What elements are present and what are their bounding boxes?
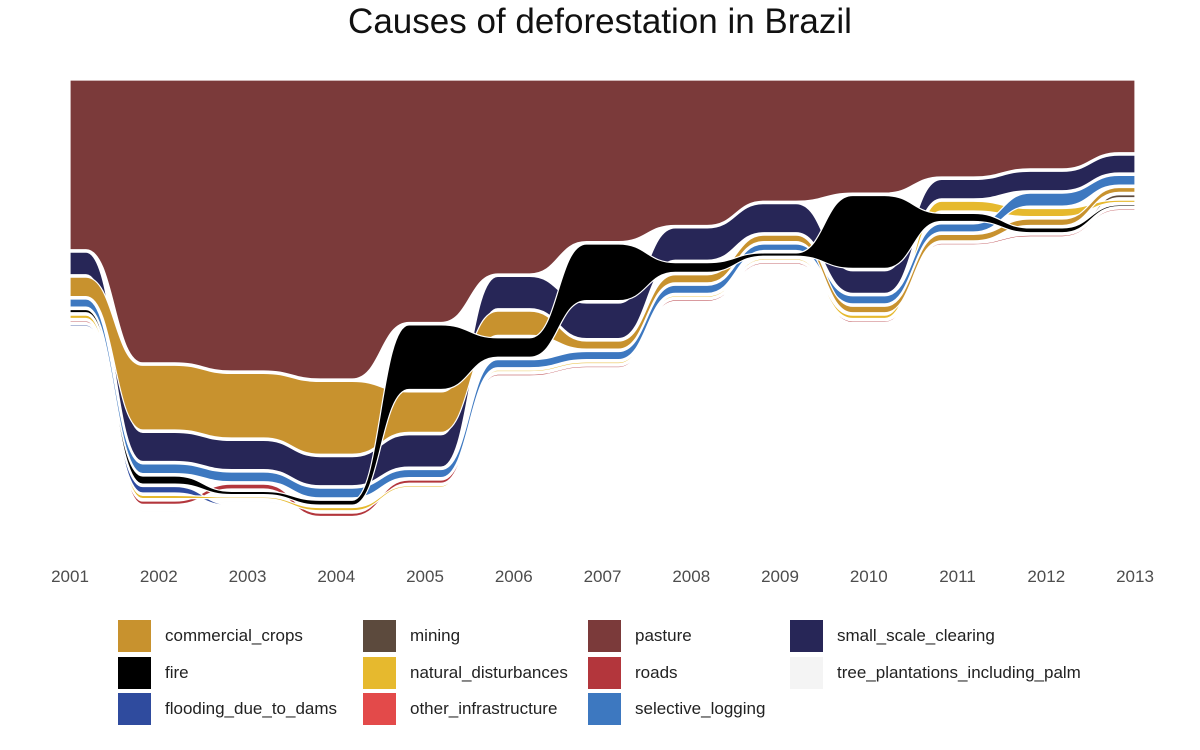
legend-item-roads: roads xyxy=(588,656,678,689)
x-tick-label: 2002 xyxy=(140,567,178,586)
legend-swatch xyxy=(588,656,621,689)
x-tick-label: 2012 xyxy=(1027,567,1065,586)
legend-item-fire: fire xyxy=(118,656,189,689)
x-tick-label: 2013 xyxy=(1116,567,1154,586)
legend-label: fire xyxy=(165,662,189,682)
area-natural-disturbances xyxy=(69,199,1136,512)
x-tick-label: 2009 xyxy=(761,567,799,586)
legend-swatch xyxy=(588,693,621,725)
legend-swatch xyxy=(118,620,151,652)
legend-label: other_infrastructure xyxy=(410,699,558,718)
legend-swatch xyxy=(363,656,396,689)
legend-swatch xyxy=(118,693,151,725)
area-tree-plantations-including-palm xyxy=(69,212,1136,521)
legend-item-pasture: pasture xyxy=(588,620,692,652)
legend-label: mining xyxy=(410,626,461,645)
x-tick-label: 2007 xyxy=(584,567,622,586)
legend-item-natural-disturbances: natural_disturbances xyxy=(363,656,568,689)
legend-label: pasture xyxy=(635,626,692,645)
legend-item-commercial-crops: commercial_crops xyxy=(118,620,303,652)
legend-label: flooding_due_to_dams xyxy=(165,699,338,718)
legend-label: small_scale_clearing xyxy=(837,626,995,645)
legend-swatch xyxy=(118,656,151,689)
area-other-infrastructure xyxy=(69,215,1136,525)
legend-item-mining: mining xyxy=(363,620,460,652)
area-fire xyxy=(69,194,1136,506)
legend-label: tree_plantations_including_palm xyxy=(837,662,1081,682)
legend-item-other-infrastructure: other_infrastructure xyxy=(363,693,557,725)
area-mining xyxy=(69,194,1136,528)
legend-item-flooding-due-to-dams: flooding_due_to_dams xyxy=(118,693,337,725)
x-tick-label: 2006 xyxy=(495,567,533,586)
legend-swatch xyxy=(790,620,823,652)
legend-label: commercial_crops xyxy=(165,626,303,645)
area-roads xyxy=(69,208,1136,518)
x-tick-label: 2003 xyxy=(229,567,267,586)
x-tick-label: 2001 xyxy=(51,567,89,586)
x-tick-label: 2004 xyxy=(317,567,355,586)
area-pasture xyxy=(69,79,1136,380)
chart-title: Causes of deforestation in Brazil xyxy=(348,2,852,41)
x-tick-label: 2011 xyxy=(939,567,976,586)
legend-label: roads xyxy=(635,662,678,682)
legend-item-small-scale-clearing: small_scale_clearing xyxy=(790,620,995,652)
legend-swatch xyxy=(790,656,823,689)
legend-swatch xyxy=(363,620,396,652)
x-tick-label: 2005 xyxy=(406,567,444,586)
area-selective-logging xyxy=(69,174,1136,499)
area-flooding-due-to-dams xyxy=(69,219,1136,531)
legend-item-tree-plantations-including-palm: tree_plantations_including_palm xyxy=(790,656,1081,689)
x-tick-label: 2008 xyxy=(672,567,710,586)
legend-label: selective_logging xyxy=(635,699,766,718)
legend-label: natural_disturbances xyxy=(410,662,568,682)
bump-chart: 2001 2002 2003 2004 2005 2006 2007 2008 2009 2010… xyxy=(51,79,1154,586)
x-tick-label: 2010 xyxy=(850,567,888,586)
legend-swatch xyxy=(363,693,396,725)
area-small-scale-clearing xyxy=(69,154,1136,487)
area-commercial-crops xyxy=(69,186,1136,455)
legend-item-selective-logging: selective_logging xyxy=(588,693,765,725)
legend-swatch xyxy=(588,620,621,652)
